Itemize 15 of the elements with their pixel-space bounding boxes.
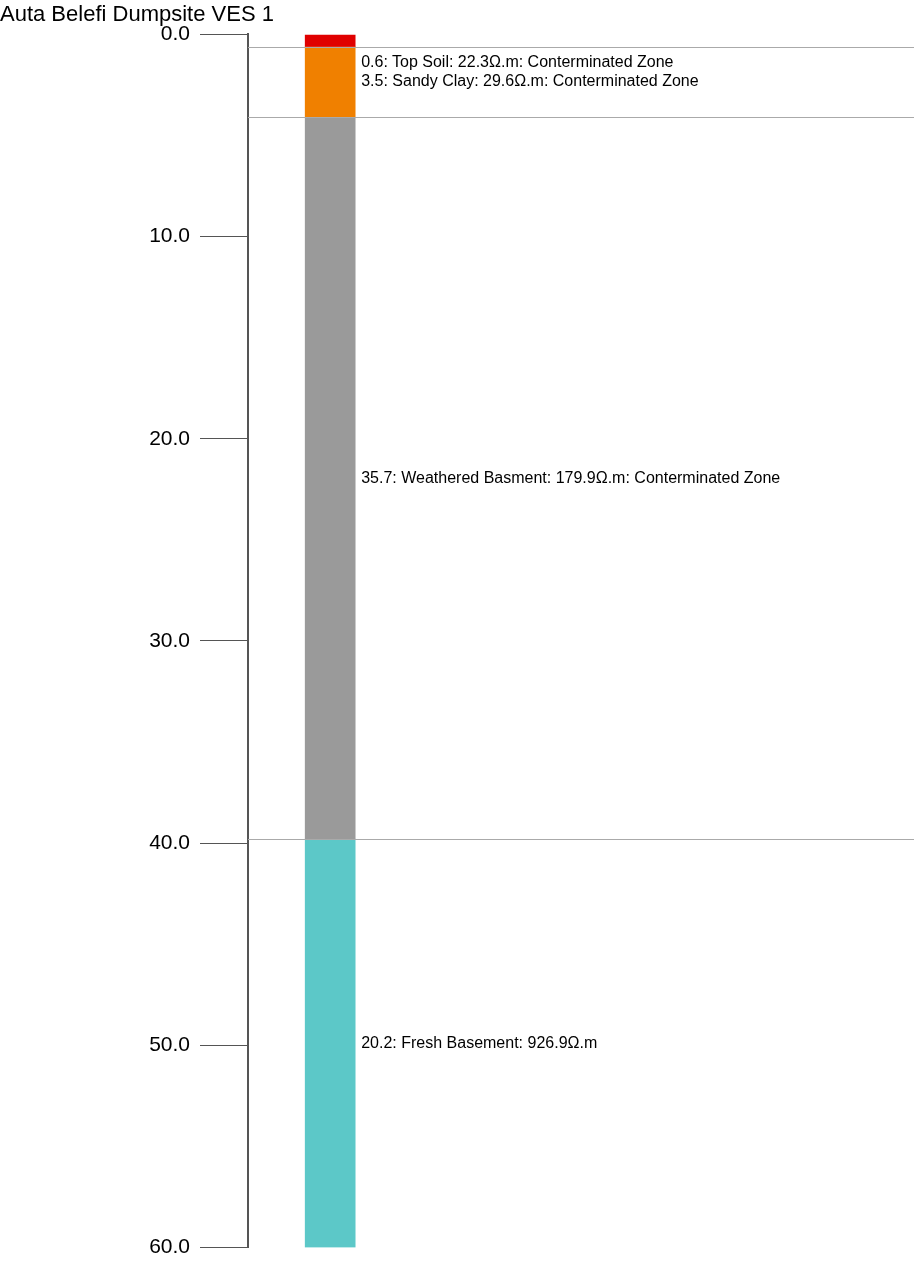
y-tick-label: 60.0	[149, 1234, 190, 1258]
chart-title: Auta Belefi Dumpsite VES 1	[0, 1, 274, 27]
series-label: 0.6: Top Soil: 22.3Ω.m: Conterminated Zone	[361, 53, 674, 71]
series-label: 3.5: Sandy Clay: 29.6Ω.m: Conterminated Zone	[361, 72, 699, 90]
bar	[304, 116, 356, 840]
bar	[304, 46, 356, 118]
bar	[304, 838, 356, 1248]
y-tick-label: 50.0	[149, 1032, 190, 1056]
bar	[304, 34, 356, 47]
series-label: 35.7: Weathered Basment: 179.9Ω.m: Conterminated Zone	[361, 468, 781, 486]
y-tick-label: 20.0	[149, 425, 190, 449]
y-tick-label: 10.0	[149, 223, 190, 247]
y-tick-label: 40.0	[149, 829, 190, 853]
series-label: 20.2: Fresh Basement: 926.9Ω.m	[361, 1033, 598, 1051]
y-tick-label: 30.0	[149, 627, 190, 651]
